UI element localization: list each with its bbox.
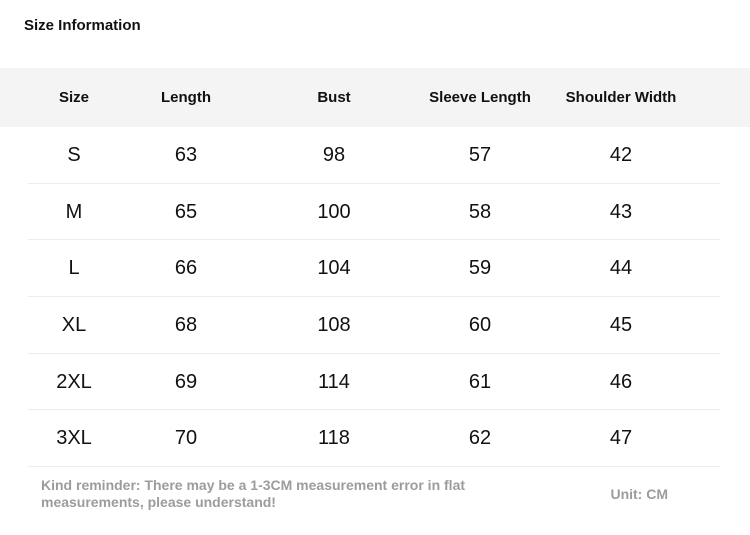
column-header-length: Length [161, 89, 211, 106]
table-row-2xl: 2XL 69 114 61 46 [0, 354, 750, 411]
cell-bust: 104 [317, 257, 351, 280]
measurement-reminder-text: Kind reminder: There may be a 1-3CM meas… [41, 477, 466, 511]
cell-length: 66 [174, 257, 198, 280]
cell-shoulder-width: 45 [609, 313, 633, 336]
cell-bust: 108 [317, 313, 351, 336]
cell-sleeve-length: 60 [468, 313, 492, 336]
cell-length: 69 [174, 370, 198, 393]
cell-sleeve-length: 57 [468, 143, 492, 166]
cell-sleeve-length: 62 [468, 427, 492, 450]
cell-bust: 100 [317, 200, 351, 223]
unit-label: Unit: CM [610, 486, 668, 503]
cell-sleeve-length: 59 [468, 257, 492, 280]
cell-size: S [67, 143, 81, 166]
column-header-sleeve-length: Sleeve Length [429, 89, 531, 106]
table-row-s: S 63 98 57 42 [0, 127, 750, 184]
table-row-m: M 65 100 58 43 [0, 184, 750, 241]
cell-length: 65 [174, 200, 198, 223]
column-header-size: Size [58, 89, 89, 106]
column-header-bust: Bust [317, 89, 351, 106]
cell-bust: 118 [318, 427, 350, 450]
size-table-footer: Kind reminder: There may be a 1-3CM meas… [0, 467, 750, 511]
size-table-header-row: Size Length Bust Sleeve Length Shoulder … [0, 68, 750, 127]
cell-length: 68 [174, 313, 198, 336]
cell-shoulder-width: 47 [609, 427, 633, 450]
cell-size: XL [61, 313, 87, 336]
cell-shoulder-width: 43 [609, 200, 633, 223]
cell-shoulder-width: 42 [609, 143, 633, 166]
cell-bust: 114 [318, 370, 350, 393]
cell-sleeve-length: 58 [468, 200, 492, 223]
cell-sleeve-length: 61 [468, 370, 492, 393]
cell-size: 3XL [56, 427, 92, 450]
table-row-l: L 66 104 59 44 [0, 240, 750, 297]
section-title: Size Information [24, 17, 141, 34]
cell-length: 70 [174, 427, 198, 450]
table-row-3xl: 3XL 70 118 62 47 [0, 410, 750, 467]
cell-length: 63 [174, 143, 198, 166]
cell-size: L [68, 257, 80, 280]
cell-size: 2XL [56, 370, 92, 393]
cell-shoulder-width: 44 [609, 257, 633, 280]
table-row-xl: XL 68 108 60 45 [0, 297, 750, 354]
cell-shoulder-width: 46 [609, 370, 633, 393]
column-header-shoulder-width: Shoulder Width [565, 89, 677, 106]
size-table-body: S 63 98 57 42 M 65 100 58 43 L 66 104 59… [0, 127, 750, 467]
cell-size: M [65, 200, 83, 223]
cell-bust: 98 [322, 143, 346, 166]
